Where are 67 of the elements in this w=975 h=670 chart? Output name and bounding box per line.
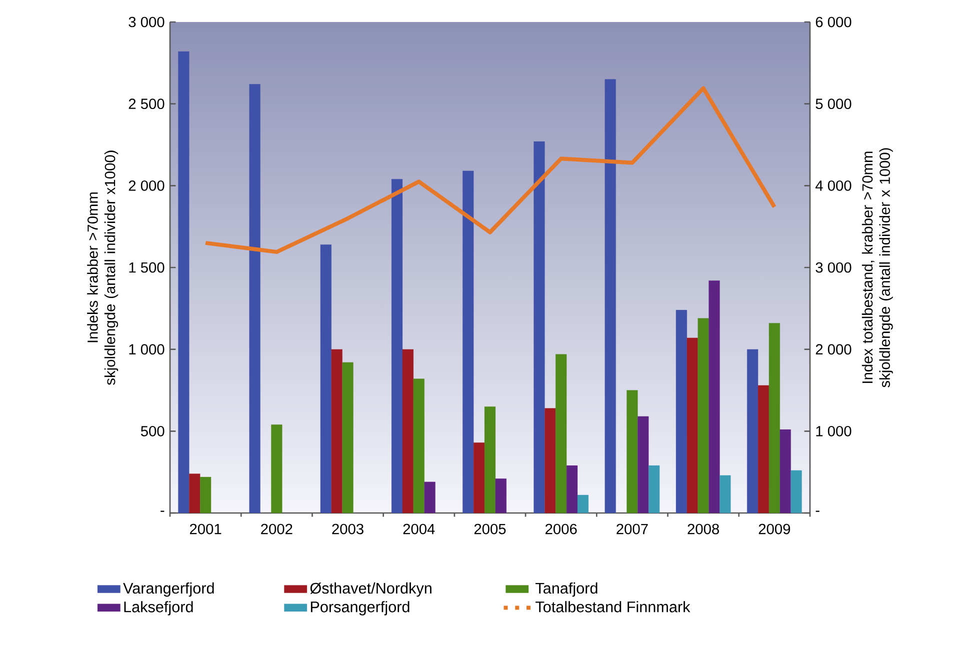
x-tick-label: 2009 [758,524,790,534]
bar [768,323,780,514]
y-tick-label: 500 [140,426,164,436]
legend-label: Laksefjord [124,601,193,616]
bar [698,318,709,514]
y2-tick-label: 4 000 [815,180,852,191]
bar [747,349,758,514]
y-tick-label: 3 000 [128,16,164,28]
x-tick-label: 2001 [190,524,222,534]
bar [638,416,649,514]
x-tick-label: 2002 [261,524,292,534]
bar [534,141,545,514]
y2-tick-label: 5 000 [816,98,852,110]
bar [189,474,200,514]
bar [626,390,638,514]
bar [577,494,589,514]
bar [342,362,354,514]
bar [474,442,485,514]
bar [708,280,720,514]
y2-axis-title: Index totalbestand, krabber >70mm skjoldlengde (antall individer x 1000) [862,148,893,388]
y-tick-label: 1 500 [129,262,164,273]
bar [495,478,506,514]
bar [780,429,791,514]
bar [462,170,474,514]
x-tick-label: 2007 [616,524,648,534]
bar [604,79,616,514]
bar [391,179,403,514]
x-tick-label: 2004 [403,524,435,534]
bar [790,470,802,514]
y-tick-label: - [160,510,164,512]
legend-label: Totalbestand Finnmark [536,601,690,612]
bar [331,349,342,514]
bar [544,408,556,514]
bar [200,476,212,514]
y2-tick-label: 3 000 [816,262,852,273]
x-tick-label: 2005 [474,524,506,534]
y-axis-title: Indeks krabber >70mm skjoldlengde (antall individer x1000) [87,150,118,385]
y-tick-label: 2 000 [128,180,164,191]
y2-tick-label: 2 000 [816,344,852,355]
y2-tick-label: 1 000 [816,426,852,436]
y-tick-label: 2 500 [128,98,164,110]
bar [686,338,698,514]
line-series [204,86,776,254]
bar [484,406,496,514]
bar [556,354,567,514]
bar [566,465,578,514]
y-tick-label: 1 000 [129,344,164,355]
bar [402,349,414,514]
legend-label: Varangerfjord [123,582,214,597]
x-tick-label: 2006 [546,524,577,534]
x-tick-label: 2008 [688,524,719,534]
bar [676,310,687,514]
bar [424,482,436,514]
y2-tick-label: - [816,510,820,512]
bar [648,465,660,514]
legend-label: Østhavet/Nordkyn [310,582,432,597]
bar [413,378,424,514]
bar [178,51,190,514]
bar [249,84,260,514]
bar [720,475,731,514]
legend-label: Porsangerfjord [310,601,410,616]
bar [320,244,332,514]
y2-tick-label: 6 000 [816,16,852,28]
x-tick-label: 2003 [332,524,364,534]
legend-label: Tanafjord [536,582,598,597]
bar [271,424,282,514]
bar [758,385,770,514]
